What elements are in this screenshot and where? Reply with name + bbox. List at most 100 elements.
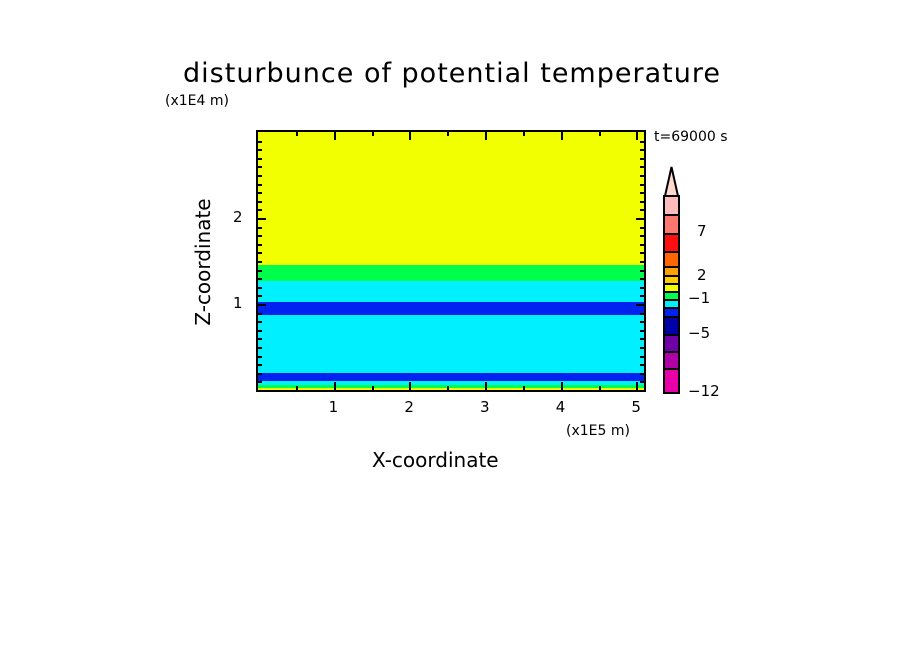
x-tick xyxy=(485,132,488,140)
y-tick xyxy=(258,261,262,263)
colorbar-box xyxy=(663,368,680,394)
y-tick xyxy=(640,364,644,367)
colorbar-label: −5 xyxy=(688,324,711,342)
y-tick xyxy=(258,269,262,272)
colorbar-box xyxy=(663,195,680,216)
y-tick xyxy=(258,355,262,358)
x-tick-label: 1 xyxy=(328,398,339,416)
y-tick xyxy=(258,192,262,195)
y-tick xyxy=(258,218,266,220)
y-tick xyxy=(640,355,644,358)
colorbar xyxy=(663,195,680,394)
y-tick xyxy=(640,372,644,375)
y-tick xyxy=(640,347,644,349)
y-tick xyxy=(640,381,644,384)
y-tick xyxy=(640,338,644,341)
x-tick xyxy=(485,382,488,390)
y-tick xyxy=(640,321,644,324)
x-tick-label: 3 xyxy=(480,398,490,416)
y-tick xyxy=(258,286,262,289)
x-tick-label: 2 xyxy=(404,398,414,416)
y-tick xyxy=(640,166,644,169)
y-unit-label: (x1E4 m) xyxy=(165,93,229,109)
y-tick xyxy=(640,226,644,229)
y-tick xyxy=(258,321,262,324)
x-tick xyxy=(371,132,374,136)
x-tick xyxy=(636,132,639,140)
x-tick-label: 5 xyxy=(631,398,641,416)
y-tick xyxy=(640,278,644,281)
y-axis-label: Z-coordinate xyxy=(191,198,215,326)
y-tick xyxy=(258,209,262,212)
y-tick-label: 1 xyxy=(233,294,243,312)
y-tick xyxy=(258,235,262,238)
colorbar-box xyxy=(663,233,680,253)
contour-band xyxy=(258,381,644,386)
y-tick xyxy=(640,295,644,298)
x-tick xyxy=(560,382,563,390)
y-tick xyxy=(258,252,262,255)
y-tick xyxy=(640,175,644,177)
y-tick xyxy=(258,347,262,349)
y-tick xyxy=(258,157,262,160)
contour-band xyxy=(258,280,644,303)
x-tick xyxy=(295,132,298,136)
contour-band xyxy=(258,315,644,374)
y-tick xyxy=(258,338,262,341)
y-tick xyxy=(258,364,262,367)
y-tick xyxy=(640,243,644,246)
colorbar-label: −12 xyxy=(688,382,720,400)
y-tick xyxy=(640,286,644,289)
x-tick xyxy=(295,386,298,390)
y-tick xyxy=(258,372,262,375)
y-tick xyxy=(258,175,262,177)
colorbar-label: 2 xyxy=(697,266,707,284)
y-tick xyxy=(258,329,262,332)
y-tick xyxy=(640,192,644,195)
x-tick xyxy=(409,132,412,140)
y-tick xyxy=(640,140,644,143)
contour-band xyxy=(258,302,644,316)
y-tick xyxy=(258,243,262,246)
x-tick xyxy=(522,132,525,136)
y-tick xyxy=(640,183,644,186)
y-tick xyxy=(640,269,644,272)
x-tick xyxy=(333,382,336,390)
y-tick xyxy=(258,278,262,281)
time-label: t=69000 s xyxy=(654,129,728,145)
y-tick xyxy=(258,183,262,186)
y-tick xyxy=(640,235,644,238)
x-tick xyxy=(333,132,336,140)
contour-band xyxy=(258,384,644,389)
x-tick-label: 4 xyxy=(555,398,566,416)
contour-band xyxy=(258,372,644,382)
x-tick xyxy=(409,382,412,390)
y-tick xyxy=(640,200,644,203)
colorbar-label: 7 xyxy=(697,222,707,240)
colorbar-label: −1 xyxy=(688,289,711,307)
contour-band xyxy=(258,132,644,266)
y-tick xyxy=(258,149,262,152)
y-tick xyxy=(640,149,644,152)
y-tick xyxy=(640,312,644,315)
x-unit-label: (x1E5 m) xyxy=(566,423,630,439)
colorbar-box xyxy=(663,214,680,235)
y-tick xyxy=(636,218,644,220)
contour-band xyxy=(258,388,644,390)
y-tick xyxy=(640,157,644,160)
y-tick xyxy=(640,261,644,263)
y-tick xyxy=(640,252,644,255)
x-tick xyxy=(371,386,374,390)
chart-title: disturbunce of potential temperature xyxy=(183,58,721,89)
x-tick xyxy=(522,386,525,390)
x-tick xyxy=(560,132,563,140)
plot-area xyxy=(256,130,646,392)
y-tick xyxy=(258,295,262,298)
x-tick xyxy=(447,386,450,390)
y-tick xyxy=(258,140,262,143)
x-axis-label: X-coordinate xyxy=(372,448,499,472)
y-tick xyxy=(258,226,262,229)
y-tick xyxy=(640,329,644,332)
y-tick xyxy=(258,381,262,384)
y-tick xyxy=(636,304,644,306)
